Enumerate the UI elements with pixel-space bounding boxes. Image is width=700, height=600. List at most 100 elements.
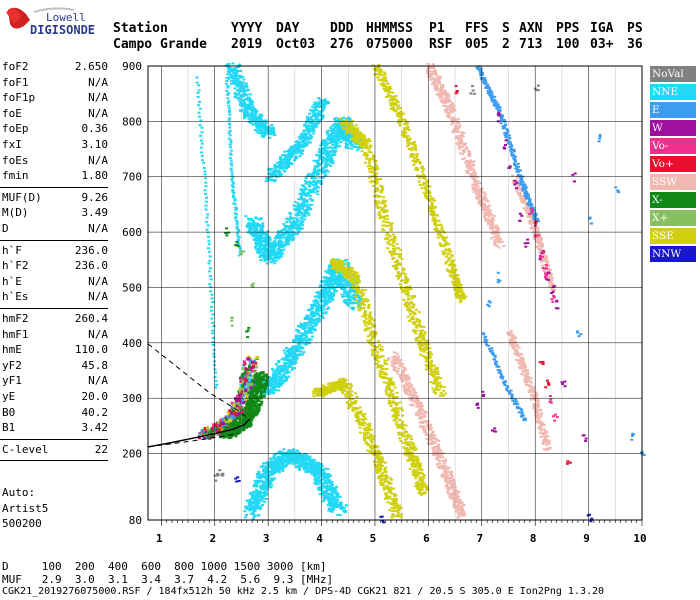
echo-point <box>253 114 257 117</box>
echo-point <box>317 162 321 165</box>
echo-point <box>240 75 244 78</box>
echo-point <box>294 349 298 352</box>
echo-point <box>331 295 335 298</box>
header-label: YYYY <box>231 21 263 36</box>
echo-point <box>312 464 316 466</box>
echo-point <box>327 473 331 476</box>
logo-line2: DIGISONDE <box>30 23 95 37</box>
echo-point <box>256 479 260 482</box>
echo-point <box>272 457 276 460</box>
echo-point <box>314 108 318 111</box>
echo-point <box>375 471 379 474</box>
echo-point <box>304 334 308 337</box>
echo-point <box>246 88 250 91</box>
echo-point <box>261 233 264 236</box>
echo-point <box>368 437 372 440</box>
param-name: hmF1 <box>2 327 29 341</box>
echo-point <box>288 359 292 362</box>
echo-point <box>286 461 290 464</box>
echo-point <box>325 484 329 487</box>
echo-point <box>257 500 260 503</box>
param-row: h`F2 236.0 <box>2 259 108 273</box>
echo-point <box>312 111 315 114</box>
echo-point <box>363 429 367 432</box>
echo-point <box>302 454 306 457</box>
echo-point <box>324 497 328 500</box>
echo-point <box>316 472 320 475</box>
param-row: yF2 45.8 <box>2 359 108 373</box>
echo-point <box>280 255 283 258</box>
param-row: foEs N/A <box>2 154 108 168</box>
echo-point <box>332 123 336 126</box>
echo-point <box>242 87 246 90</box>
echo-point <box>323 486 327 488</box>
echo-point <box>314 184 318 187</box>
echo-point <box>323 164 327 167</box>
param-value: 22 <box>94 442 108 456</box>
echo-point <box>287 218 291 221</box>
echo-point <box>327 488 331 491</box>
echo-point <box>233 82 237 85</box>
echo-point <box>309 308 313 311</box>
echo-point <box>292 458 296 461</box>
echo-point <box>263 482 267 485</box>
echo-point <box>338 126 342 129</box>
echo-point <box>262 495 266 497</box>
echo-point <box>259 255 263 258</box>
echo-point <box>286 225 290 228</box>
echo-point <box>247 505 251 508</box>
echo-point <box>383 468 387 471</box>
echo-point <box>319 299 323 302</box>
echo-point <box>343 288 347 291</box>
param-name: h`E <box>2 274 22 288</box>
echo-point <box>354 295 358 298</box>
echo-point <box>257 470 261 473</box>
echo-point <box>297 465 301 468</box>
echo-point <box>348 291 352 294</box>
echo-point <box>388 496 392 499</box>
header-value: 276 <box>330 37 354 52</box>
echo-point <box>358 406 362 409</box>
echo-point <box>354 288 358 291</box>
echo-point <box>319 481 323 484</box>
echo-point <box>267 177 271 180</box>
echo-point <box>289 221 293 224</box>
echo-point <box>330 508 334 511</box>
echo-point <box>348 405 352 408</box>
echo-point <box>369 444 373 447</box>
echo-point <box>307 181 311 184</box>
echo-point <box>280 358 284 361</box>
echo-point <box>304 456 308 459</box>
echo-point <box>306 203 310 206</box>
echo-point <box>324 152 328 155</box>
echo-point <box>378 481 382 484</box>
echo-point <box>281 165 285 168</box>
echo-point <box>253 111 257 113</box>
echo-point <box>264 498 268 500</box>
echo-point <box>313 303 317 305</box>
echo-point <box>321 115 325 118</box>
echo-point <box>391 509 394 512</box>
param-row: hmF2 260.4 <box>2 312 108 326</box>
echo-point <box>240 85 244 88</box>
echo-point <box>327 480 331 483</box>
echo-point <box>263 485 267 488</box>
echo-point <box>285 220 289 223</box>
echo-point <box>303 133 307 136</box>
echo-point <box>294 217 298 220</box>
echo-point <box>306 459 310 462</box>
echo-point <box>345 401 349 403</box>
echo-point <box>276 463 280 466</box>
param-value: 260.4 <box>74 312 108 325</box>
echo-point <box>309 116 313 119</box>
echo-point <box>314 473 318 476</box>
echo-point <box>346 303 350 306</box>
echo-point <box>294 157 297 160</box>
param-value: 9.26 <box>81 190 109 204</box>
echo-point <box>365 426 369 429</box>
echo-point <box>300 456 304 459</box>
echo-point <box>354 299 358 301</box>
echo-point <box>317 164 321 167</box>
param-value: N/A <box>88 91 108 105</box>
echo-point <box>316 462 320 465</box>
